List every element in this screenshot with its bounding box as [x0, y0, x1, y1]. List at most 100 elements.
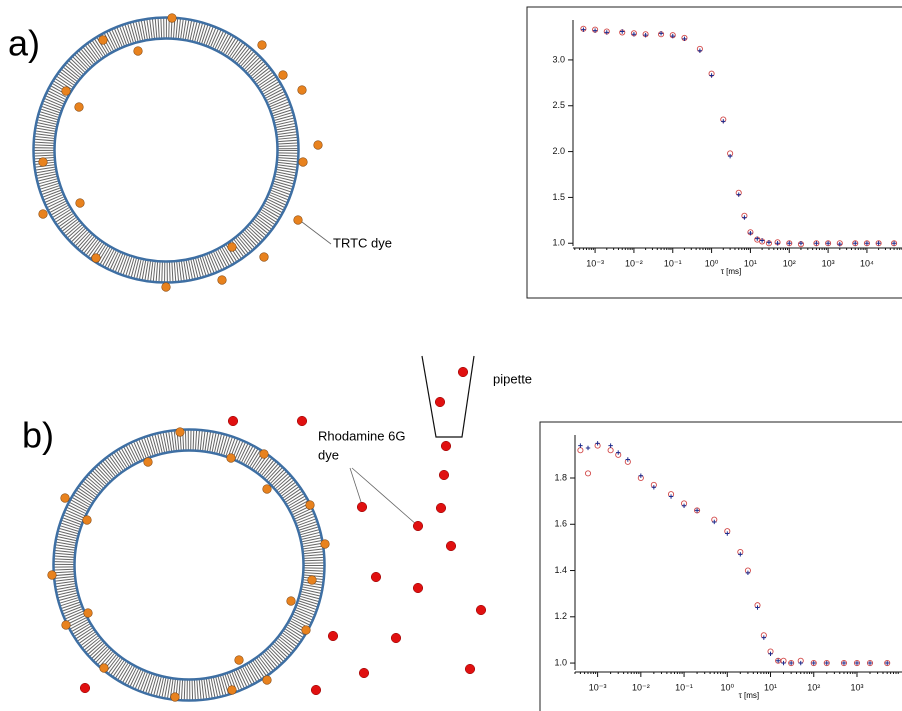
- data-point: [824, 660, 829, 666]
- dye-dot: [38, 209, 48, 219]
- vesicle: [32, 16, 300, 284]
- data-point: [745, 570, 751, 576]
- data-point: [841, 660, 847, 666]
- data-point: [775, 658, 781, 663]
- dye-dot: [133, 46, 143, 56]
- dye-dot: [320, 539, 330, 549]
- leader-line: [301, 221, 332, 245]
- data-point: [866, 660, 874, 667]
- data-point: [725, 531, 730, 536]
- x-tick-label: 10²: [807, 682, 820, 692]
- y-tick-label: 1.4: [554, 565, 567, 575]
- rhodamine-dot: [412, 582, 424, 594]
- data-point: [709, 73, 714, 78]
- data-point: [852, 240, 859, 247]
- rhodamine-dot: [475, 604, 487, 616]
- dye-dot: [227, 242, 237, 252]
- x-tick-label: 10⁰: [705, 258, 719, 268]
- data-point: [766, 240, 772, 245]
- data-point: [798, 241, 804, 246]
- data-point: [788, 660, 794, 666]
- leader-line: [351, 467, 418, 526]
- data-point: [775, 241, 780, 246]
- dye-dot: [98, 35, 108, 45]
- data-point: [578, 443, 583, 448]
- chart-frame: [539, 421, 902, 711]
- data-point: [759, 238, 765, 243]
- dye-dot: [226, 453, 236, 463]
- data-point: [658, 31, 664, 36]
- rhodamine-dot: [434, 396, 446, 408]
- data-point: [814, 241, 819, 246]
- x-tick-label: 10⁻³: [589, 682, 607, 692]
- dye-dot: [60, 493, 70, 503]
- dye-dot: [307, 575, 317, 585]
- dye-dot: [170, 692, 180, 702]
- data-point: [595, 441, 600, 446]
- rhodamine-dot: [390, 632, 402, 644]
- data-point: [604, 30, 609, 35]
- y-tick-label: 1.0: [554, 657, 567, 667]
- x-tick-label: 10²: [783, 258, 796, 268]
- y-tick-label: 2.5: [552, 100, 565, 110]
- x-axis-label: τ [ms]: [721, 267, 742, 276]
- dye-dot: [298, 157, 308, 167]
- dye-dot: [175, 427, 185, 437]
- x-axis-label: τ [ms]: [739, 691, 760, 700]
- data-point: [736, 192, 741, 197]
- data-point: [608, 443, 613, 448]
- dye-dot: [286, 596, 296, 606]
- rhodamine-dot: [79, 682, 91, 694]
- vesicle: [52, 428, 326, 702]
- data-point: [876, 241, 881, 246]
- dye-dot: [167, 13, 177, 23]
- rhodamine-dot: [412, 520, 424, 532]
- data-point: [768, 651, 773, 657]
- data-point: [694, 507, 701, 514]
- dye-dot: [61, 620, 71, 630]
- dye-dot: [161, 282, 171, 292]
- data-point: [837, 241, 842, 247]
- dye-dot: [278, 70, 288, 80]
- data-point: [742, 215, 747, 220]
- dye-dot: [234, 655, 244, 665]
- data-point: [825, 240, 832, 247]
- dye-molecules: [38, 13, 487, 702]
- rhodamine-dot: [358, 667, 370, 679]
- dye-dot: [143, 457, 153, 467]
- x-tick-label: 10⁻²: [625, 258, 643, 268]
- data-point: [787, 241, 792, 246]
- x-tick-label: 10⁰: [720, 682, 734, 692]
- dye-dot: [313, 140, 323, 150]
- data-point: [581, 27, 586, 32]
- rhodamine-dot: [438, 469, 450, 481]
- data-point: [884, 660, 891, 667]
- data-point: [788, 660, 795, 667]
- data-point: [620, 29, 625, 34]
- rhodamine-dot: [445, 540, 457, 552]
- x-tick-label: 10⁻³: [586, 258, 604, 268]
- x-tick-label: 10¹: [764, 682, 777, 692]
- data-point: [891, 240, 898, 247]
- data-point: [625, 457, 631, 462]
- data-point: [755, 236, 760, 241]
- dye-dot: [47, 570, 57, 580]
- x-tick-label: 10⁴: [860, 258, 874, 268]
- leader-line: [349, 467, 363, 506]
- data-point: [840, 660, 848, 667]
- dye-dot: [83, 608, 93, 618]
- data-point: [727, 153, 733, 159]
- data-point: [875, 240, 882, 247]
- dye-dot: [301, 625, 311, 635]
- data-point: [755, 605, 760, 610]
- dye-dot: [227, 685, 237, 695]
- data-point: [668, 494, 674, 499]
- dye-dot: [262, 484, 272, 494]
- dye-dot: [305, 500, 315, 510]
- data-point: [825, 241, 831, 246]
- data-point: [748, 230, 753, 236]
- data-point: [592, 28, 598, 33]
- data-point: [616, 450, 621, 455]
- data-point: [761, 635, 767, 640]
